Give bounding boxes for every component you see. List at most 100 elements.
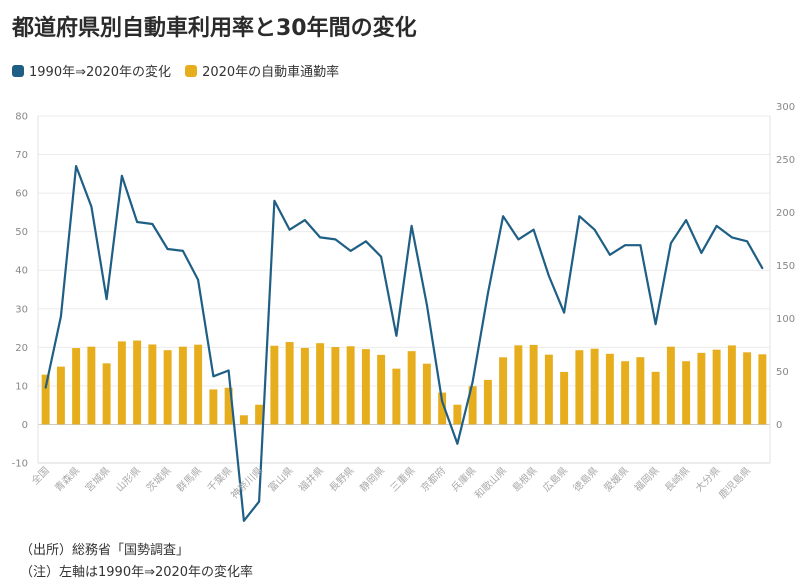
bar: [483, 379, 492, 425]
line-point: [90, 205, 93, 208]
line-point: [197, 278, 200, 281]
line-point: [547, 275, 550, 277]
line-point: [349, 250, 352, 252]
bar: [178, 346, 187, 425]
line-point: [288, 228, 291, 231]
bar: [209, 389, 218, 425]
line-point: [166, 248, 169, 250]
line-point: [120, 174, 123, 177]
line-point: [258, 500, 261, 503]
bar: [621, 361, 630, 425]
line-point: [669, 242, 672, 245]
x-tick-label: 徳島県: [570, 464, 600, 494]
line-point: [425, 304, 428, 306]
line-point: [75, 165, 78, 168]
source-note: （出所）総務省「国勢調査」: [20, 543, 190, 558]
bar: [346, 346, 355, 425]
line-point: [441, 400, 444, 403]
x-tick-label: 山形県: [114, 465, 144, 495]
y-right-tick-label: 100: [776, 314, 795, 325]
line-point: [486, 292, 489, 295]
line-point: [303, 219, 306, 222]
bar: [87, 346, 96, 425]
bar-series: [41, 340, 767, 425]
bar: [438, 392, 447, 425]
x-tick-label: 福岡県: [631, 464, 661, 494]
x-tick-label: 大分県: [692, 464, 722, 494]
x-axis: 全国 青森県 宮城県 山形県 茨城県 群馬県 千葉県神奈川県 富山県 福井県 長野県 静岡県 三重県京…: [28, 464, 753, 501]
x-tick-label: 京都府: [418, 464, 448, 494]
x-tick-label: 青森県: [52, 464, 82, 494]
line-point: [227, 369, 230, 372]
line-point: [334, 238, 337, 241]
y-left-tick-label: 60: [15, 189, 28, 200]
bar: [453, 404, 462, 425]
y-left-tick-label: 30: [15, 304, 28, 315]
bar: [194, 344, 203, 425]
bar: [41, 374, 50, 425]
bar: [514, 345, 523, 425]
y-left-tick-label: 70: [15, 150, 28, 161]
line-point: [730, 236, 733, 239]
x-tick-label: 広島県: [540, 464, 570, 494]
y-right-tick-label: 150: [776, 261, 795, 272]
bar: [163, 350, 172, 425]
line-point: [761, 267, 764, 270]
y-left-tick-label: -10: [12, 459, 28, 470]
line-point: [624, 244, 627, 247]
x-tick-label: 静岡県: [357, 464, 387, 494]
y-axis-left: -10 0 10 20 30 40 50 60 70 80: [12, 112, 28, 470]
legend: 1990年⇒2020年の変化 2020年の自動車通勤率: [12, 61, 353, 80]
bar: [285, 342, 294, 425]
line-point: [380, 255, 383, 258]
bar: [682, 361, 691, 425]
bar: [499, 357, 508, 425]
line-point: [242, 519, 245, 522]
line-point: [105, 298, 108, 301]
bar: [407, 351, 416, 425]
line-point: [517, 238, 520, 241]
bar: [712, 349, 721, 425]
y-left-tick-label: 50: [15, 227, 28, 238]
line-point: [212, 375, 215, 378]
line-point: [471, 381, 474, 383]
line-point: [578, 215, 581, 218]
chart-title: 都道府県別自動車利用率と30年間の変化: [12, 16, 417, 41]
line-point: [654, 323, 657, 326]
x-tick-label: 長野県: [327, 465, 357, 495]
line-point: [136, 221, 139, 223]
line-point: [273, 199, 276, 202]
line-point: [593, 228, 596, 231]
bar: [117, 341, 126, 425]
legend-label-change: 1990年⇒2020年の変化: [29, 65, 172, 80]
y-left-tick-label: 10: [15, 381, 28, 392]
x-tick-label: 三重県: [387, 464, 417, 494]
line-point: [181, 250, 184, 252]
bar: [727, 345, 736, 425]
legend-swatch-change: [12, 64, 24, 77]
line-point: [608, 253, 611, 256]
line-point: [456, 442, 459, 445]
line-point: [395, 334, 398, 337]
bar: [575, 350, 584, 425]
legend-item-change: 1990年⇒2020年の変化: [12, 61, 171, 80]
line-point: [639, 244, 642, 247]
line-point: [502, 215, 505, 218]
bar: [224, 387, 233, 425]
legend-label-rate: 2020年の自動車通勤率: [202, 65, 340, 80]
y-right-tick-label: 250: [776, 155, 795, 166]
bar: [56, 366, 65, 425]
x-tick-label: 群馬県: [174, 464, 204, 494]
bar: [544, 354, 553, 425]
y-right-tick-label: 0: [776, 420, 782, 431]
bar: [133, 340, 142, 425]
gridlines: [37, 115, 771, 464]
bar: [331, 347, 340, 425]
bar: [697, 352, 706, 425]
bar: [560, 371, 569, 425]
legend-swatch-rate: [185, 64, 198, 77]
axis-note: （注）左軸は1990年⇒2020年の変化率: [20, 565, 254, 580]
x-tick-label: 全国: [28, 464, 51, 487]
line-point: [532, 228, 535, 231]
line-point: [44, 386, 47, 389]
